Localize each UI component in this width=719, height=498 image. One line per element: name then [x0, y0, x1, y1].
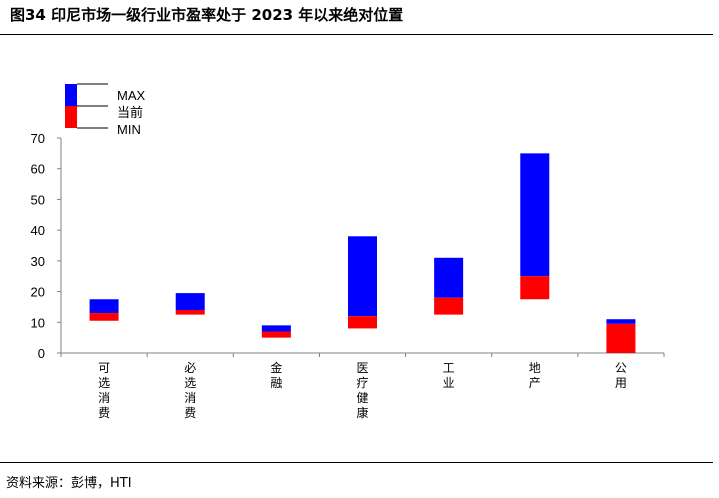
bar-upper-6: [606, 319, 636, 324]
category-label: 地产: [529, 361, 541, 390]
category-labels: 可选消费 必选消费 金融 医疗健康 工业 地产 公用: [98, 360, 627, 420]
category-label: 公用: [615, 361, 627, 390]
legend-swatch-max: [65, 84, 77, 106]
bar-upper-5: [520, 153, 550, 277]
bar-lower-6: [606, 323, 636, 353]
legend: MAX 当前 MIN: [65, 83, 146, 137]
bar-lower-4: [434, 297, 464, 315]
legend-label-min: MIN: [117, 122, 141, 137]
bar-upper-1: [175, 293, 205, 310]
y-tick-label: 20: [31, 285, 45, 300]
legend-label-max: MAX: [117, 88, 146, 103]
bar-upper-2: [261, 325, 291, 332]
legend-label-current: 当前: [117, 105, 143, 120]
footer-divider: [0, 462, 713, 463]
y-tick-label: 40: [31, 223, 45, 238]
bar-upper-4: [434, 257, 464, 298]
chart-title: 图34 印尼市场一级行业市盈率处于 2023 年以来绝对位置: [10, 6, 404, 24]
bar-lower-5: [520, 276, 550, 300]
y-tick-label: 50: [31, 192, 45, 207]
bar-upper-3: [348, 236, 377, 317]
bar-lower-3: [348, 316, 377, 329]
bar-upper-0: [89, 299, 119, 314]
y-tick-label: 0: [38, 346, 45, 361]
axes: [57, 137, 665, 357]
y-tick-label: 10: [31, 315, 45, 330]
category-label: 可选消费: [98, 361, 110, 420]
category-label: 必选消费: [184, 361, 196, 420]
bar-lower-0: [89, 313, 119, 321]
bars: [89, 153, 636, 353]
y-tick-labels: 0 10 20 30 40 50 60 70: [31, 131, 45, 361]
title-divider: [0, 34, 713, 35]
y-tick-label: 60: [31, 162, 45, 177]
source-note: 资料来源：彭博，HTI: [6, 476, 132, 491]
legend-swatch-current: [65, 106, 77, 128]
bar-lower-1: [175, 310, 205, 315]
bar-lower-2: [261, 331, 291, 338]
category-label: 金融: [270, 360, 282, 390]
category-label: 工业: [443, 361, 455, 390]
category-label: 医疗健康: [356, 361, 368, 420]
y-tick-label: 30: [31, 254, 45, 269]
y-tick-label: 70: [31, 131, 45, 146]
